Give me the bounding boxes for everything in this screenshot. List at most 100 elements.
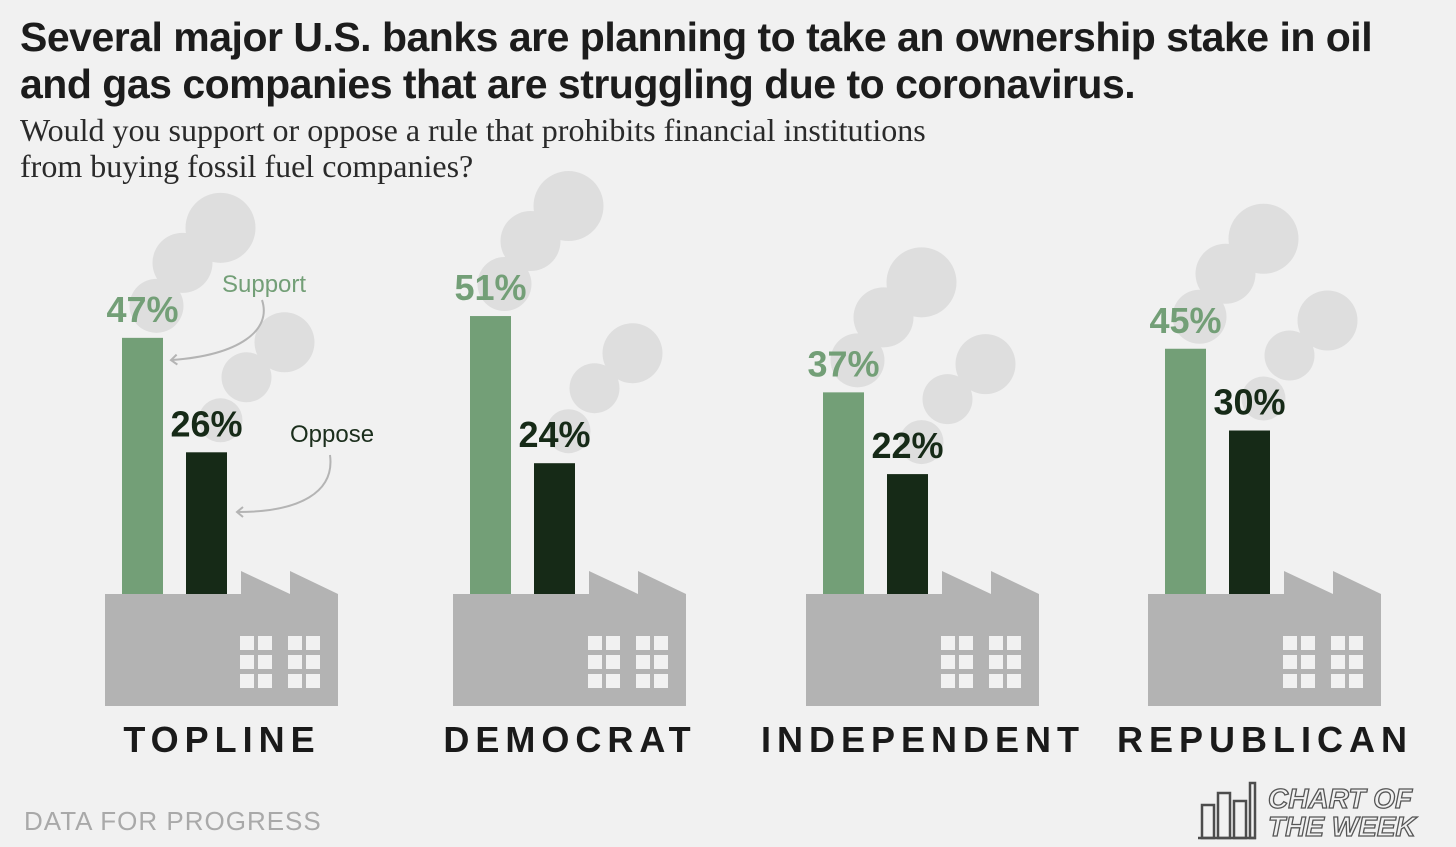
window-independent-1-3 bbox=[941, 655, 955, 669]
chart-title: Several major U.S. banks are planning to… bbox=[20, 14, 1373, 107]
smoke-puff-democrat-oppose-1 bbox=[546, 409, 591, 454]
annotation-layer: Support Oppose bbox=[169, 271, 374, 518]
support-arrow bbox=[169, 299, 265, 366]
window-topline-2-6 bbox=[306, 674, 320, 688]
smoke-puff-independent-oppose-1 bbox=[899, 420, 944, 465]
chart-subtitle: Would you support or oppose a rule that … bbox=[20, 112, 926, 184]
value-label-topline-oppose: 26% bbox=[170, 403, 242, 444]
window-topline-2-1 bbox=[288, 636, 302, 650]
window-democrat-1-2 bbox=[606, 636, 620, 650]
window-independent-2-1 bbox=[989, 636, 1003, 650]
window-independent-1-1 bbox=[941, 636, 955, 650]
value-label-republican-support: 45% bbox=[1149, 300, 1221, 341]
window-democrat-2-4 bbox=[654, 655, 668, 669]
factory-republican bbox=[1148, 571, 1381, 706]
smoke-puff-independent-support-3 bbox=[886, 247, 957, 318]
window-democrat-2-5 bbox=[636, 674, 650, 688]
category-label-democrat: DEMOCRAT bbox=[443, 719, 696, 760]
window-independent-1-5 bbox=[941, 674, 955, 688]
source-label: DATA FOR PROGRESS bbox=[24, 806, 322, 836]
smoke-puff-democrat-support-1 bbox=[477, 257, 532, 312]
smoke-puff-republican-oppose-1 bbox=[1241, 376, 1286, 421]
window-democrat-1-5 bbox=[588, 674, 602, 688]
smoke-puff-independent-support-1 bbox=[830, 333, 885, 388]
window-republican-2-2 bbox=[1349, 636, 1363, 650]
bar-democrat-oppose bbox=[534, 463, 575, 595]
window-republican-2-5 bbox=[1331, 674, 1345, 688]
window-topline-1-3 bbox=[240, 655, 254, 669]
factory-topline bbox=[105, 571, 338, 706]
oppose-arrow bbox=[235, 454, 332, 518]
window-independent-2-4 bbox=[1007, 655, 1021, 669]
window-republican-1-4 bbox=[1301, 655, 1315, 669]
window-republican-1-2 bbox=[1301, 636, 1315, 650]
badge-line-1: CHART OF bbox=[1268, 783, 1413, 814]
window-topline-2-2 bbox=[306, 636, 320, 650]
smoke-puff-topline-oppose-2 bbox=[221, 352, 272, 403]
smoke-puff-democrat-oppose-3 bbox=[602, 323, 663, 384]
badge-line-2: THE WEEK bbox=[1268, 811, 1418, 842]
factory-layer bbox=[105, 571, 1381, 706]
window-democrat-1-6 bbox=[606, 674, 620, 688]
window-republican-2-1 bbox=[1331, 636, 1345, 650]
window-topline-1-1 bbox=[240, 636, 254, 650]
smoke-puff-democrat-support-3 bbox=[533, 171, 604, 242]
bar-independent-oppose bbox=[887, 474, 928, 595]
window-topline-1-4 bbox=[258, 655, 272, 669]
smoke-puff-republican-oppose-2 bbox=[1264, 330, 1315, 381]
smoke-puff-topline-support-3 bbox=[185, 192, 256, 263]
factory-democrat bbox=[453, 571, 686, 706]
smoke-puff-republican-support-1 bbox=[1172, 289, 1227, 344]
window-republican-2-3 bbox=[1331, 655, 1345, 669]
smoke-puff-topline-support-1 bbox=[129, 278, 184, 333]
bar-republican-support bbox=[1165, 348, 1206, 595]
smoke-puff-democrat-oppose-2 bbox=[569, 363, 620, 414]
chart-of-the-week-badge: CHART OF THE WEEK bbox=[1198, 781, 1418, 842]
window-independent-2-6 bbox=[1007, 674, 1021, 688]
bar-chart-icon bbox=[1198, 781, 1257, 840]
window-democrat-1-3 bbox=[588, 655, 602, 669]
bar-democrat-support bbox=[470, 316, 511, 595]
window-topline-1-5 bbox=[240, 674, 254, 688]
window-independent-2-2 bbox=[1007, 636, 1021, 650]
value-label-independent-support: 37% bbox=[807, 343, 879, 384]
window-democrat-2-3 bbox=[636, 655, 650, 669]
window-democrat-2-2 bbox=[654, 636, 668, 650]
window-topline-1-2 bbox=[258, 636, 272, 650]
bar-republican-oppose bbox=[1229, 430, 1270, 595]
category-label-republican: REPUBLICAN bbox=[1117, 719, 1413, 760]
oppose-annotation: Oppose bbox=[290, 421, 374, 448]
smoke-puff-republican-support-3 bbox=[1228, 203, 1299, 274]
smoke-puff-republican-oppose-3 bbox=[1297, 290, 1358, 351]
window-topline-2-5 bbox=[288, 674, 302, 688]
window-republican-2-4 bbox=[1349, 655, 1363, 669]
window-topline-2-3 bbox=[288, 655, 302, 669]
category-label-topline: TOPLINE bbox=[123, 719, 320, 760]
smoke-puff-topline-oppose-3 bbox=[254, 312, 315, 373]
smoke-puff-topline-oppose-1 bbox=[198, 398, 243, 443]
window-topline-2-4 bbox=[306, 655, 320, 669]
window-topline-1-6 bbox=[258, 674, 272, 688]
window-republican-2-6 bbox=[1349, 674, 1363, 688]
value-label-republican-oppose: 30% bbox=[1213, 382, 1285, 423]
value-label-democrat-oppose: 24% bbox=[518, 414, 590, 455]
window-independent-1-6 bbox=[959, 674, 973, 688]
window-independent-1-4 bbox=[959, 655, 973, 669]
bar-independent-support bbox=[823, 392, 864, 595]
window-independent-2-5 bbox=[989, 674, 1003, 688]
window-republican-1-1 bbox=[1283, 636, 1297, 650]
smoke-puff-independent-oppose-3 bbox=[955, 334, 1016, 395]
bar-layer bbox=[122, 316, 1270, 595]
label-layer: 47% 26% TOPLINE 51% 24% DEMOCRAT 37% 22% INDEPEN… bbox=[106, 267, 1413, 760]
support-annotation: Support bbox=[222, 271, 306, 298]
smoke-puff-independent-oppose-2 bbox=[922, 374, 973, 425]
bar-topline-support bbox=[122, 337, 163, 595]
value-label-democrat-support: 51% bbox=[454, 267, 526, 308]
factory-independent bbox=[806, 571, 1039, 706]
value-label-topline-support: 47% bbox=[106, 289, 178, 330]
window-independent-1-2 bbox=[959, 636, 973, 650]
bar-topline-oppose bbox=[186, 452, 227, 595]
window-republican-1-5 bbox=[1283, 674, 1297, 688]
window-democrat-2-6 bbox=[654, 674, 668, 688]
